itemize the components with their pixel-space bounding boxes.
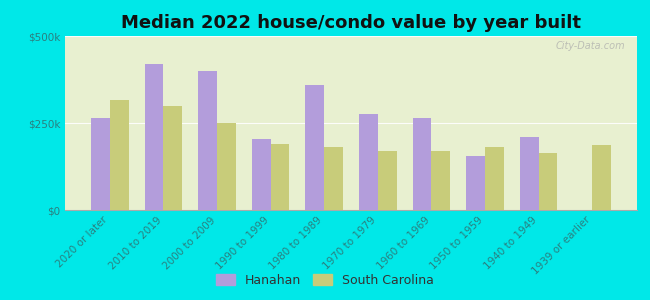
Bar bbox=[466, 156, 485, 210]
Bar bbox=[198, 71, 217, 210]
Bar bbox=[324, 147, 343, 210]
Title: Median 2022 house/condo value by year built: Median 2022 house/condo value by year bu… bbox=[121, 14, 581, 32]
Bar bbox=[432, 151, 450, 210]
Bar bbox=[110, 100, 129, 210]
Bar bbox=[252, 139, 270, 210]
Text: City-Data.com: City-Data.com bbox=[556, 41, 625, 51]
Bar bbox=[306, 85, 324, 210]
Bar bbox=[378, 151, 396, 210]
Bar bbox=[592, 145, 611, 210]
Bar bbox=[413, 118, 432, 210]
Bar bbox=[485, 147, 504, 210]
Bar bbox=[144, 64, 163, 210]
Bar bbox=[91, 118, 110, 210]
Bar bbox=[520, 137, 539, 210]
Bar bbox=[539, 153, 558, 210]
Legend: Hanahan, South Carolina: Hanahan, South Carolina bbox=[212, 270, 438, 291]
Bar bbox=[163, 106, 182, 210]
Bar bbox=[217, 123, 236, 210]
Bar bbox=[359, 114, 378, 210]
Bar bbox=[270, 144, 289, 210]
